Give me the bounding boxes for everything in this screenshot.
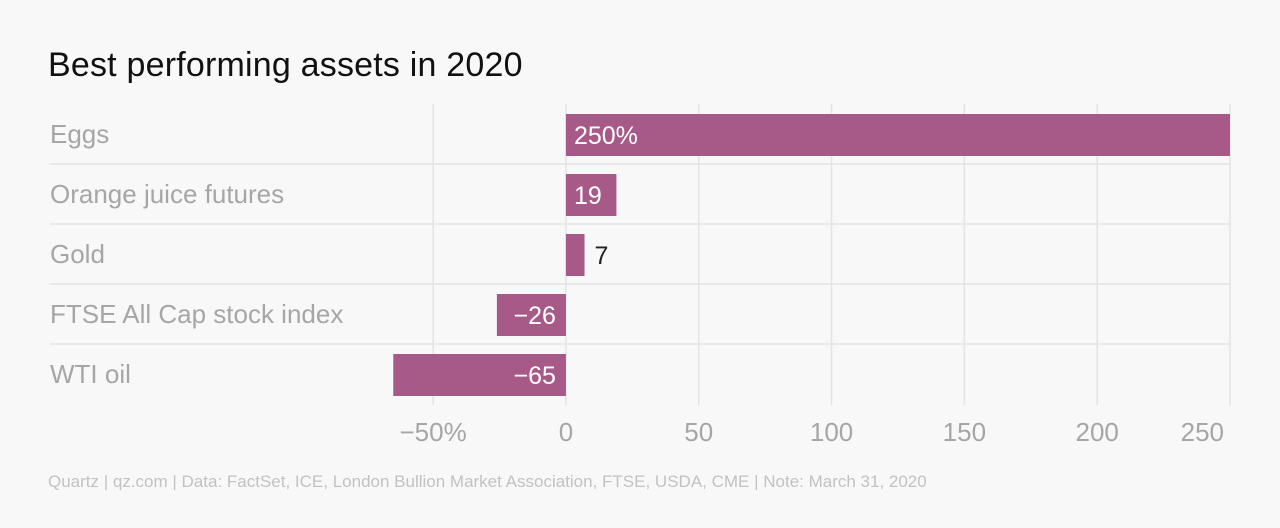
- category-label: Orange juice futures: [50, 179, 284, 209]
- data-label: 7: [595, 242, 609, 270]
- row-separators: [50, 163, 1230, 345]
- chart-title: Best performing assets in 2020: [48, 46, 523, 84]
- bar: [565, 234, 585, 276]
- bar: [393, 354, 566, 396]
- data-label: −26: [514, 302, 556, 330]
- data-labels: 250% 19 7 −26 −65: [514, 122, 638, 390]
- x-tick-label: 0: [559, 417, 573, 447]
- bar: [565, 114, 1230, 156]
- data-label: −65: [514, 362, 556, 390]
- x-tick-label: −50%: [400, 417, 467, 447]
- source-note: Quartz | qz.com | Data: FactSet, ICE, Lo…: [48, 472, 927, 490]
- data-label: 19: [574, 182, 602, 210]
- category-labels: Eggs Orange juice futures Gold FTSE All Cap…: [50, 119, 343, 389]
- x-tick-label: 50: [684, 417, 713, 447]
- category-label: Eggs: [50, 119, 109, 149]
- x-tick-label: 250: [1181, 417, 1224, 447]
- category-label: Gold: [50, 239, 105, 269]
- bars: [393, 114, 1230, 396]
- category-label: FTSE All Cap stock index: [50, 299, 343, 329]
- bar: [496, 294, 566, 336]
- x-tick-label: 150: [943, 417, 986, 447]
- category-label: WTI oil: [50, 359, 131, 389]
- x-tick-label: 100: [810, 417, 853, 447]
- bar: [565, 174, 617, 216]
- x-tick-label: 200: [1075, 417, 1118, 447]
- x-axis-ticks: −50% 0 50 100 150 200 250: [400, 417, 1224, 447]
- data-label: 250%: [574, 122, 638, 150]
